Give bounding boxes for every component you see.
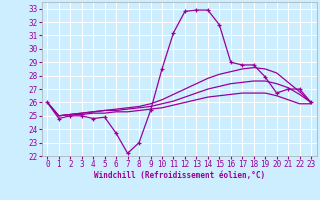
X-axis label: Windchill (Refroidissement éolien,°C): Windchill (Refroidissement éolien,°C) (94, 171, 265, 180)
